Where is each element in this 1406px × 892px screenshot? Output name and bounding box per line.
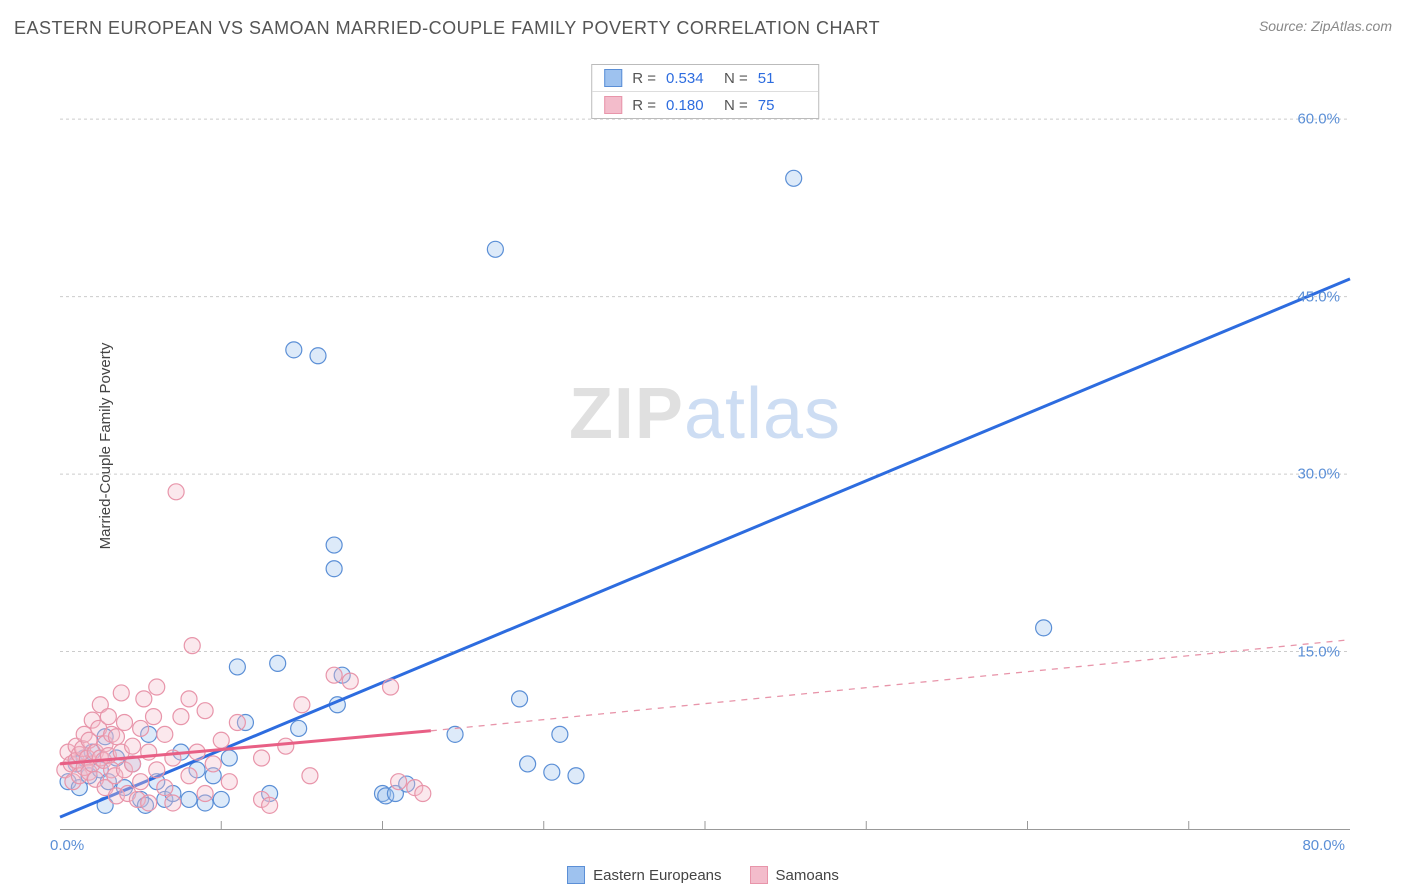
scatter-point bbox=[181, 791, 197, 807]
scatter-point bbox=[262, 797, 278, 813]
stat-n-label: N = bbox=[724, 70, 748, 87]
scatter-point bbox=[117, 715, 133, 731]
legend-label: Eastern Europeans bbox=[593, 867, 721, 884]
series-swatch bbox=[604, 69, 622, 87]
y-tick-label: 45.0% bbox=[1297, 288, 1340, 305]
scatter-point bbox=[415, 786, 431, 802]
header-bar: EASTERN EUROPEAN VS SAMOAN MARRIED-COUPL… bbox=[14, 18, 1392, 39]
scatter-point bbox=[149, 679, 165, 695]
scatter-point bbox=[1036, 620, 1052, 636]
scatter-point bbox=[157, 726, 173, 742]
scatter-point bbox=[544, 764, 560, 780]
scatter-point bbox=[165, 795, 181, 811]
regression-line bbox=[60, 279, 1350, 817]
legend-bottom: Eastern Europeans Samoans bbox=[0, 866, 1406, 884]
chart-svg bbox=[60, 60, 1350, 829]
scatter-point bbox=[197, 786, 213, 802]
scatter-point bbox=[326, 561, 342, 577]
x-axis-max-label: 80.0% bbox=[1302, 837, 1345, 854]
stat-r-label: R = bbox=[632, 70, 656, 87]
stats-legend-box: R = 0.534 N = 51 R = 0.180 N = 75 bbox=[591, 64, 819, 119]
y-tick-label: 15.0% bbox=[1297, 643, 1340, 660]
scatter-point bbox=[205, 756, 221, 772]
scatter-point bbox=[294, 697, 310, 713]
scatter-point bbox=[302, 768, 318, 784]
scatter-point bbox=[184, 638, 200, 654]
legend-item: Eastern Europeans bbox=[567, 866, 721, 884]
scatter-point bbox=[149, 762, 165, 778]
stats-row: R = 0.534 N = 51 bbox=[592, 65, 818, 91]
scatter-point bbox=[512, 691, 528, 707]
stat-n-label: N = bbox=[724, 97, 748, 114]
scatter-point bbox=[125, 738, 141, 754]
stats-row: R = 0.180 N = 75 bbox=[592, 91, 818, 118]
x-axis-origin-label: 0.0% bbox=[50, 837, 84, 854]
legend-item: Samoans bbox=[750, 866, 839, 884]
stat-n-value: 51 bbox=[758, 70, 806, 87]
plot-area: ZIPatlas R =0.534N =51R =0.180N =75 0.0%… bbox=[60, 60, 1350, 830]
scatter-point bbox=[133, 720, 149, 736]
scatter-point bbox=[100, 709, 116, 725]
scatter-point bbox=[157, 780, 173, 796]
scatter-point bbox=[229, 659, 245, 675]
scatter-point bbox=[146, 709, 162, 725]
scatter-point bbox=[383, 679, 399, 695]
legend-swatch bbox=[567, 866, 585, 884]
scatter-point bbox=[221, 774, 237, 790]
stat-n-value: 75 bbox=[758, 97, 806, 114]
scatter-point bbox=[270, 655, 286, 671]
y-tick-label: 30.0% bbox=[1297, 466, 1340, 483]
source-label: Source: ZipAtlas.com bbox=[1259, 18, 1392, 34]
chart-title: EASTERN EUROPEAN VS SAMOAN MARRIED-COUPL… bbox=[14, 18, 880, 39]
scatter-point bbox=[786, 170, 802, 186]
y-tick-label: 60.0% bbox=[1297, 111, 1340, 128]
scatter-point bbox=[136, 691, 152, 707]
scatter-point bbox=[113, 685, 129, 701]
scatter-point bbox=[229, 715, 245, 731]
scatter-point bbox=[173, 709, 189, 725]
scatter-point bbox=[487, 241, 503, 257]
scatter-point bbox=[291, 720, 307, 736]
scatter-point bbox=[520, 756, 536, 772]
scatter-point bbox=[213, 732, 229, 748]
stat-r-label: R = bbox=[632, 97, 656, 114]
scatter-point bbox=[310, 348, 326, 364]
legend-label: Samoans bbox=[776, 867, 839, 884]
scatter-point bbox=[552, 726, 568, 742]
scatter-point bbox=[133, 774, 149, 790]
scatter-point bbox=[286, 342, 302, 358]
stat-r-value: 0.180 bbox=[666, 97, 714, 114]
scatter-point bbox=[213, 791, 229, 807]
series-swatch bbox=[604, 96, 622, 114]
scatter-point bbox=[181, 691, 197, 707]
scatter-point bbox=[326, 537, 342, 553]
scatter-point bbox=[141, 795, 157, 811]
scatter-point bbox=[197, 703, 213, 719]
scatter-point bbox=[342, 673, 358, 689]
regression-line-extension bbox=[431, 640, 1350, 731]
stat-r-value: 0.534 bbox=[666, 70, 714, 87]
scatter-point bbox=[391, 774, 407, 790]
scatter-point bbox=[108, 729, 124, 745]
scatter-point bbox=[568, 768, 584, 784]
scatter-point bbox=[254, 750, 270, 766]
scatter-point bbox=[221, 750, 237, 766]
scatter-point bbox=[168, 484, 184, 500]
scatter-point bbox=[326, 667, 342, 683]
legend-swatch bbox=[750, 866, 768, 884]
scatter-point bbox=[278, 738, 294, 754]
scatter-point bbox=[181, 768, 197, 784]
